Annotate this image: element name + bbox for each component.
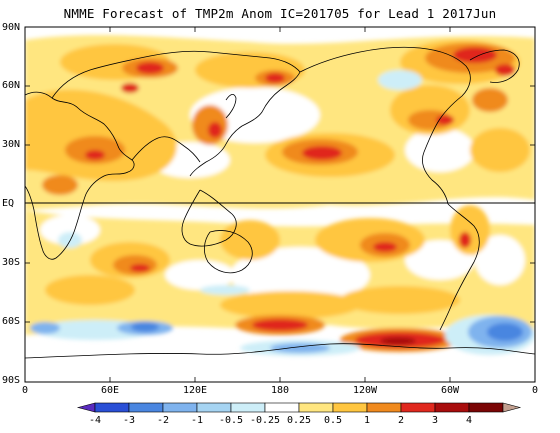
colorbar-label: 0.25: [286, 415, 312, 426]
colorbar-swatch: [94, 402, 130, 413]
lat-label-90s: 90S: [2, 375, 21, 386]
colorbar-swatch: [162, 402, 198, 413]
lon-label-60w: 60W: [440, 385, 460, 396]
colorbar: [76, 402, 522, 413]
colorbar-swatch: [196, 402, 232, 413]
colorbar-label: -1: [190, 415, 204, 426]
colorbar-label: -2: [156, 415, 170, 426]
colorbar-label: 1: [363, 415, 371, 426]
lon-label-180: 180: [270, 385, 290, 396]
colorbar-swatch: [264, 402, 300, 413]
colorbar-label: -4: [88, 415, 102, 426]
colorbar-label: 3: [431, 415, 439, 426]
colorbar-swatch: [76, 402, 96, 413]
colorbar-swatch: [434, 402, 470, 413]
colorbar-label: 2: [397, 415, 405, 426]
map-title: NMME Forecast of TMP2m Anom IC=201705 fo…: [63, 6, 497, 21]
coastlines: [24, 46, 536, 359]
colorbar-swatch: [366, 402, 402, 413]
lon-label-120e: 120E: [182, 385, 208, 396]
colorbar-label: -0.5: [218, 415, 244, 426]
lat-label-60n: 60N: [2, 80, 21, 91]
colorbar-label: -0.25: [249, 415, 281, 426]
lon-label-120w: 120W: [352, 385, 378, 396]
tick-marks: [25, 27, 535, 382]
lon-label-0: 0: [21, 385, 29, 396]
colorbar-label: 0.5: [323, 415, 343, 426]
lon-label-60e: 60E: [100, 385, 120, 396]
colorbar-swatch: [230, 402, 266, 413]
colorbar-label: -3: [122, 415, 136, 426]
colorbar-label: 4: [465, 415, 473, 426]
lon-label-0-end: 0: [531, 385, 539, 396]
colorbar-swatch: [332, 402, 368, 413]
lat-label-60s: 60S: [2, 316, 21, 327]
colorbar-swatch: [400, 402, 436, 413]
colorbar-swatch: [468, 402, 504, 413]
lat-label-30s: 30S: [2, 257, 21, 268]
lat-label-90n: 90N: [2, 22, 21, 33]
anomaly-field: [25, 27, 535, 382]
colorbar-swatch: [298, 402, 334, 413]
colorbar-swatch: [128, 402, 164, 413]
colorbar-swatch: [502, 402, 522, 413]
lat-label-30n: 30N: [2, 139, 21, 150]
lat-label-eq: EQ: [2, 198, 15, 209]
